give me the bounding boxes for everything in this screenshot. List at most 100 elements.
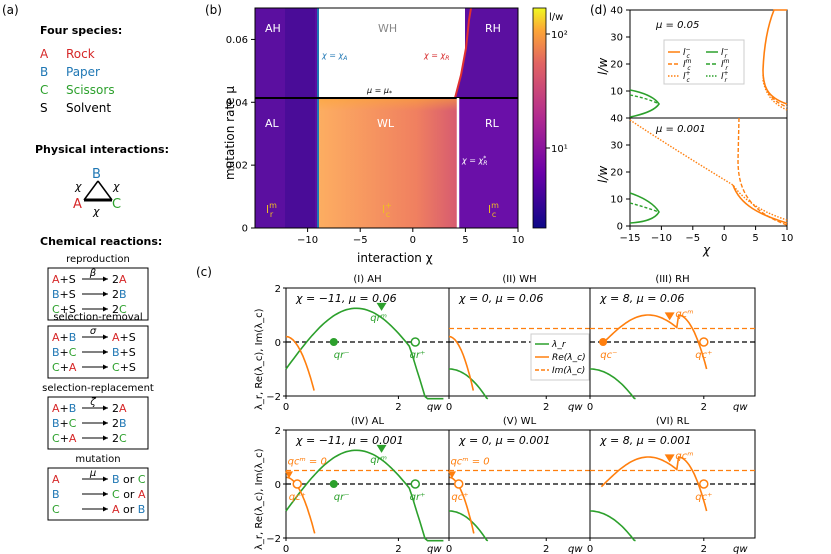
dispersion-title: (VI) RL: [656, 416, 690, 427]
d-legend-label: lm r: [721, 58, 730, 72]
c-xlabel: qw: [427, 544, 442, 554]
dispersion-title: (V) WL: [503, 416, 537, 427]
boundary-label-chi-r: χ = χR: [423, 51, 449, 62]
qc-plus-label: qc⁺: [289, 492, 306, 503]
reaction-box: [47, 396, 149, 450]
qr-m-marker: [376, 302, 387, 311]
c-xtick-label: 2: [395, 544, 401, 554]
reaction-box: [47, 467, 149, 521]
d-bot-lc-minus: [732, 184, 788, 224]
reaction-term: 2B: [112, 288, 127, 301]
reaction-term: C+S: [112, 361, 136, 374]
dispersion-params: χ = 8, μ = 0.06: [599, 292, 684, 305]
reaction-title: selection-replacement: [42, 383, 154, 394]
b-xtick-label: 5: [462, 235, 468, 246]
reaction-rate: β: [89, 268, 97, 279]
mode-label-lcp: l+ c: [382, 201, 392, 219]
c-xtick-label: 0: [446, 544, 452, 554]
physical-title: Physical interactions:: [35, 143, 169, 156]
c-xlabel: qw: [568, 402, 583, 413]
qr-plus-label: qr⁺: [410, 350, 426, 361]
d-top-yticks: 10 20 30 40: [610, 6, 630, 98]
c-legend-label: Im(λ_c): [552, 366, 585, 376]
d-legend-box: [663, 39, 745, 85]
lambda-r-curve: [590, 368, 636, 400]
triangle-left: A: [73, 197, 82, 212]
region-wh-fill: [318, 8, 465, 98]
d-bot-ytick-label: 20: [610, 168, 623, 179]
reaction-term: 2A: [112, 273, 127, 286]
d-top-annotation: μ = 0.05: [655, 20, 699, 31]
panel-label-b: (b): [205, 3, 222, 17]
panel-label-d: (d): [590, 3, 607, 17]
mode-label-lcm: lm c: [488, 201, 499, 219]
dispersion-title: (I) AH: [353, 274, 381, 285]
reaction-term: C or A: [112, 488, 146, 501]
qc-minus-label: qc⁻: [600, 350, 617, 361]
c-ytick-label: 0: [275, 338, 281, 349]
chemical-title: Chemical reactions:: [40, 235, 162, 248]
c-xlabel: qw: [568, 544, 583, 554]
qr-m-label: qrᵐ: [370, 455, 387, 466]
d-bot-ytick-label: 30: [610, 141, 623, 152]
d-bot-ytick-label: 10: [610, 195, 623, 206]
qr-m-label: qrᵐ: [370, 313, 387, 324]
species-letter: B: [40, 65, 48, 79]
boundary-label-chi-a: χ = χA: [321, 51, 347, 62]
qc-m-marker: [664, 312, 675, 321]
lambda-r-curve: [449, 510, 489, 542]
reaction-term: B+C: [52, 346, 77, 359]
dispersion-params: χ = 8, μ = 0.001: [599, 434, 691, 447]
d-xtick-label: 5: [752, 233, 758, 244]
dispersion-params: χ = 0, μ = 0.001: [458, 434, 550, 447]
colorbar: [532, 7, 547, 229]
b-y-ticks: 0 0.02 0.04 0.06: [226, 35, 255, 235]
qc-plus-point: [699, 337, 709, 347]
region-label-al: AL: [265, 117, 280, 130]
c-ytick-label: −2: [266, 392, 281, 403]
d-bot-lc-plus: [629, 119, 788, 221]
dispersion-title: (II) WH: [502, 274, 536, 285]
reaction-title: reproduction: [66, 254, 130, 265]
reaction-term: B: [52, 488, 60, 501]
reaction-term: A+S: [52, 273, 76, 286]
dispersion-panel: (II) WH χ = 0, μ = 0.06 0 2 qw λ_r Re(λ_c) Im(λ…: [446, 274, 591, 413]
qc-minus-point: [599, 338, 608, 346]
d-xtick-label: 0: [721, 233, 727, 244]
d-top-ytick-label: 40: [610, 6, 623, 17]
b-ytick-label: 0: [242, 224, 248, 235]
lambda-r-curve: [285, 307, 444, 400]
c-xtick-label: 0: [283, 402, 289, 413]
re-lambda-c-curve: [448, 335, 475, 391]
d-xtick-label: −10: [651, 233, 672, 244]
d-bot-ytick-label: 0: [617, 222, 623, 233]
qc-m-label: qcᵐ: [675, 309, 693, 320]
qc-m-zero-label: qcᵐ = 0: [450, 457, 489, 468]
reaction-term: A+B: [52, 331, 76, 344]
reaction-term: C+A: [52, 432, 77, 445]
panel-label-c: (c): [196, 265, 212, 279]
boundary-chi-r: [454, 7, 472, 99]
species-name: Scissors: [66, 83, 115, 97]
d-xticks: −15 −10 −5 0 5 10: [619, 226, 793, 244]
qr-m-marker: [376, 444, 387, 453]
panel-label-a: (a): [2, 3, 19, 17]
d-legend-label: l+ c: [683, 70, 691, 84]
re-lambda-c-curve: [285, 335, 315, 391]
c-xtick-label: 2: [543, 402, 549, 413]
qc-plus-label: qc⁺: [451, 492, 468, 503]
d-top-lc-m: [762, 74, 788, 108]
re-lambda-c-curve: [449, 476, 475, 534]
region-a-inner: [285, 8, 315, 228]
dispersion-title: (III) RH: [655, 274, 689, 285]
d-bottom-yticks: 0 10 20 30 40: [610, 114, 630, 233]
dispersion-params: χ = −11, μ = 0.06: [295, 292, 397, 305]
reaction-term: A or B: [112, 503, 145, 516]
qc-m-marker: [664, 454, 675, 463]
qr-minus-point: [329, 338, 338, 346]
d-legend-label: l− c: [683, 46, 691, 60]
qc-plus-label: qc⁺: [695, 492, 712, 503]
